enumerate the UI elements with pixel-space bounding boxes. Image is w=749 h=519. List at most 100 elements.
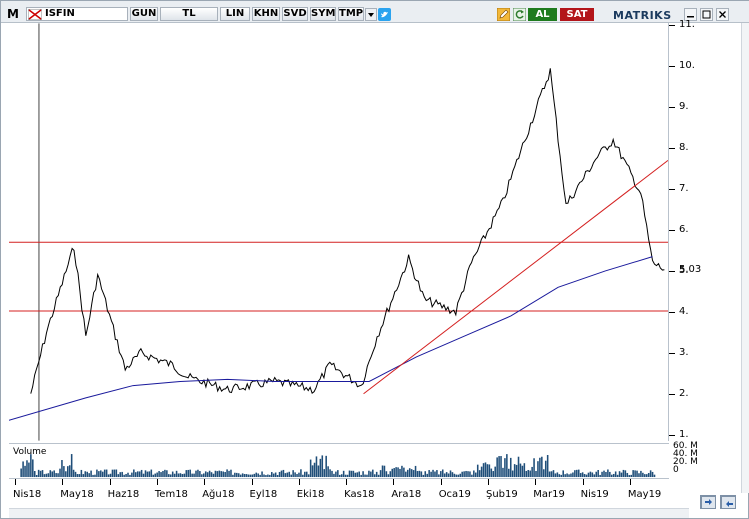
- volume-bar: [131, 472, 133, 478]
- volume-bar: [259, 474, 261, 478]
- refresh-icon[interactable]: [513, 8, 526, 21]
- volume-bar: [443, 473, 446, 478]
- linear-scale-button[interactable]: LIN: [220, 7, 250, 21]
- volume-bar: [638, 473, 640, 478]
- volume-bar: [305, 471, 308, 478]
- minimize-icon[interactable]: [684, 8, 697, 21]
- volume-bar: [424, 471, 427, 478]
- volume-bar: [441, 469, 444, 478]
- volume-bar: [618, 471, 621, 478]
- symbol-button[interactable]: SYM: [310, 7, 336, 21]
- volume-bar: [255, 472, 258, 478]
- volume-bar: [300, 469, 302, 478]
- volume-bar: [109, 473, 112, 478]
- price-chart[interactable]: [9, 23, 669, 441]
- volume-bar: [420, 471, 423, 478]
- volume-bar: [331, 470, 333, 478]
- volume-bar: [129, 474, 131, 478]
- volume-bar: [616, 474, 619, 478]
- volume-bar: [261, 471, 263, 478]
- symbol-link-icon[interactable]: [28, 9, 42, 20]
- volume-bar: [185, 470, 188, 478]
- close-icon[interactable]: [716, 8, 729, 21]
- volume-bar: [587, 472, 590, 478]
- volume-bar: [653, 474, 656, 478]
- volume-bar: [370, 471, 372, 478]
- volume-bar: [107, 474, 110, 478]
- candle-button[interactable]: KHN: [252, 7, 280, 21]
- time-axis-label: Ara18: [391, 489, 422, 500]
- volume-bar: [191, 473, 193, 478]
- volume-bar: [276, 475, 279, 478]
- volume-bar: [566, 473, 568, 478]
- volume-bar: [210, 472, 213, 478]
- volume-bar: [494, 466, 496, 478]
- price-axis-label: 7.: [679, 183, 689, 194]
- volume-bar: [222, 471, 224, 478]
- template-button[interactable]: TMP: [338, 7, 364, 21]
- price-axis-tick: [669, 107, 675, 108]
- volume-bar: [340, 474, 343, 478]
- sell-button[interactable]: SAT: [560, 8, 594, 21]
- volume-bar: [377, 474, 380, 478]
- volume-bar: [37, 469, 40, 478]
- volume-bar: [119, 472, 122, 478]
- volume-bar: [537, 461, 539, 478]
- volume-bar: [115, 469, 118, 478]
- volume-bar: [138, 471, 141, 478]
- currency-button[interactable]: TL: [160, 7, 218, 21]
- vertical-scrollbar[interactable]: [741, 23, 749, 493]
- app-menu-button[interactable]: M: [7, 7, 19, 21]
- volume-bar: [193, 473, 195, 478]
- time-axis-tick: [535, 479, 537, 485]
- symbol-label: SYM: [311, 8, 336, 19]
- volume-bar: [162, 470, 164, 478]
- twitter-icon[interactable]: [378, 8, 391, 21]
- volume-bar: [498, 456, 500, 478]
- svd-button[interactable]: SVD: [282, 7, 308, 21]
- volume-bar: [148, 471, 151, 478]
- edit-icon[interactable]: [497, 8, 510, 21]
- horizontal-scrollbar[interactable]: [9, 508, 689, 518]
- sell-label: SAT: [566, 9, 588, 20]
- buy-button[interactable]: AL: [528, 8, 557, 21]
- volume-bar: [117, 474, 120, 478]
- volume-bar: [562, 470, 564, 478]
- volume-bar: [523, 463, 526, 478]
- template-dropdown-icon[interactable]: [365, 8, 377, 21]
- template-label: TMP: [339, 8, 364, 19]
- volume-bar: [383, 465, 386, 478]
- volume-bar: [560, 474, 563, 478]
- volume-bar: [624, 470, 627, 478]
- symbol-input[interactable]: ISFIN: [26, 7, 128, 21]
- period-button[interactable]: GUN: [130, 7, 158, 21]
- price-axis-tick: [669, 271, 675, 272]
- volume-bar: [556, 472, 559, 478]
- volume-bar: [644, 474, 646, 478]
- maximize-icon[interactable]: [700, 8, 713, 21]
- volume-bar: [321, 455, 324, 478]
- volume-bar: [401, 465, 403, 478]
- volume-bar: [344, 474, 347, 478]
- volume-bar: [541, 456, 543, 478]
- settings-icon[interactable]: [720, 495, 736, 509]
- volume-bar: [612, 473, 615, 478]
- volume-bar: [570, 473, 572, 478]
- volume-bar: [146, 471, 149, 478]
- volume-bar: [451, 472, 454, 478]
- volume-bar: [142, 473, 145, 478]
- volume-bar: [57, 473, 59, 478]
- volume-bar: [457, 474, 460, 478]
- price-axis-label: 8.: [679, 142, 689, 153]
- sync-icon[interactable]: [700, 495, 716, 509]
- volume-bar: [212, 473, 215, 478]
- volume-bar: [622, 469, 625, 478]
- volume-bar: [309, 459, 312, 478]
- volume-bar: [422, 474, 425, 478]
- time-axis-label: Nis18: [13, 489, 42, 500]
- volume-bar: [478, 470, 481, 478]
- volume-bar: [591, 472, 594, 478]
- time-axis-tick: [346, 479, 348, 485]
